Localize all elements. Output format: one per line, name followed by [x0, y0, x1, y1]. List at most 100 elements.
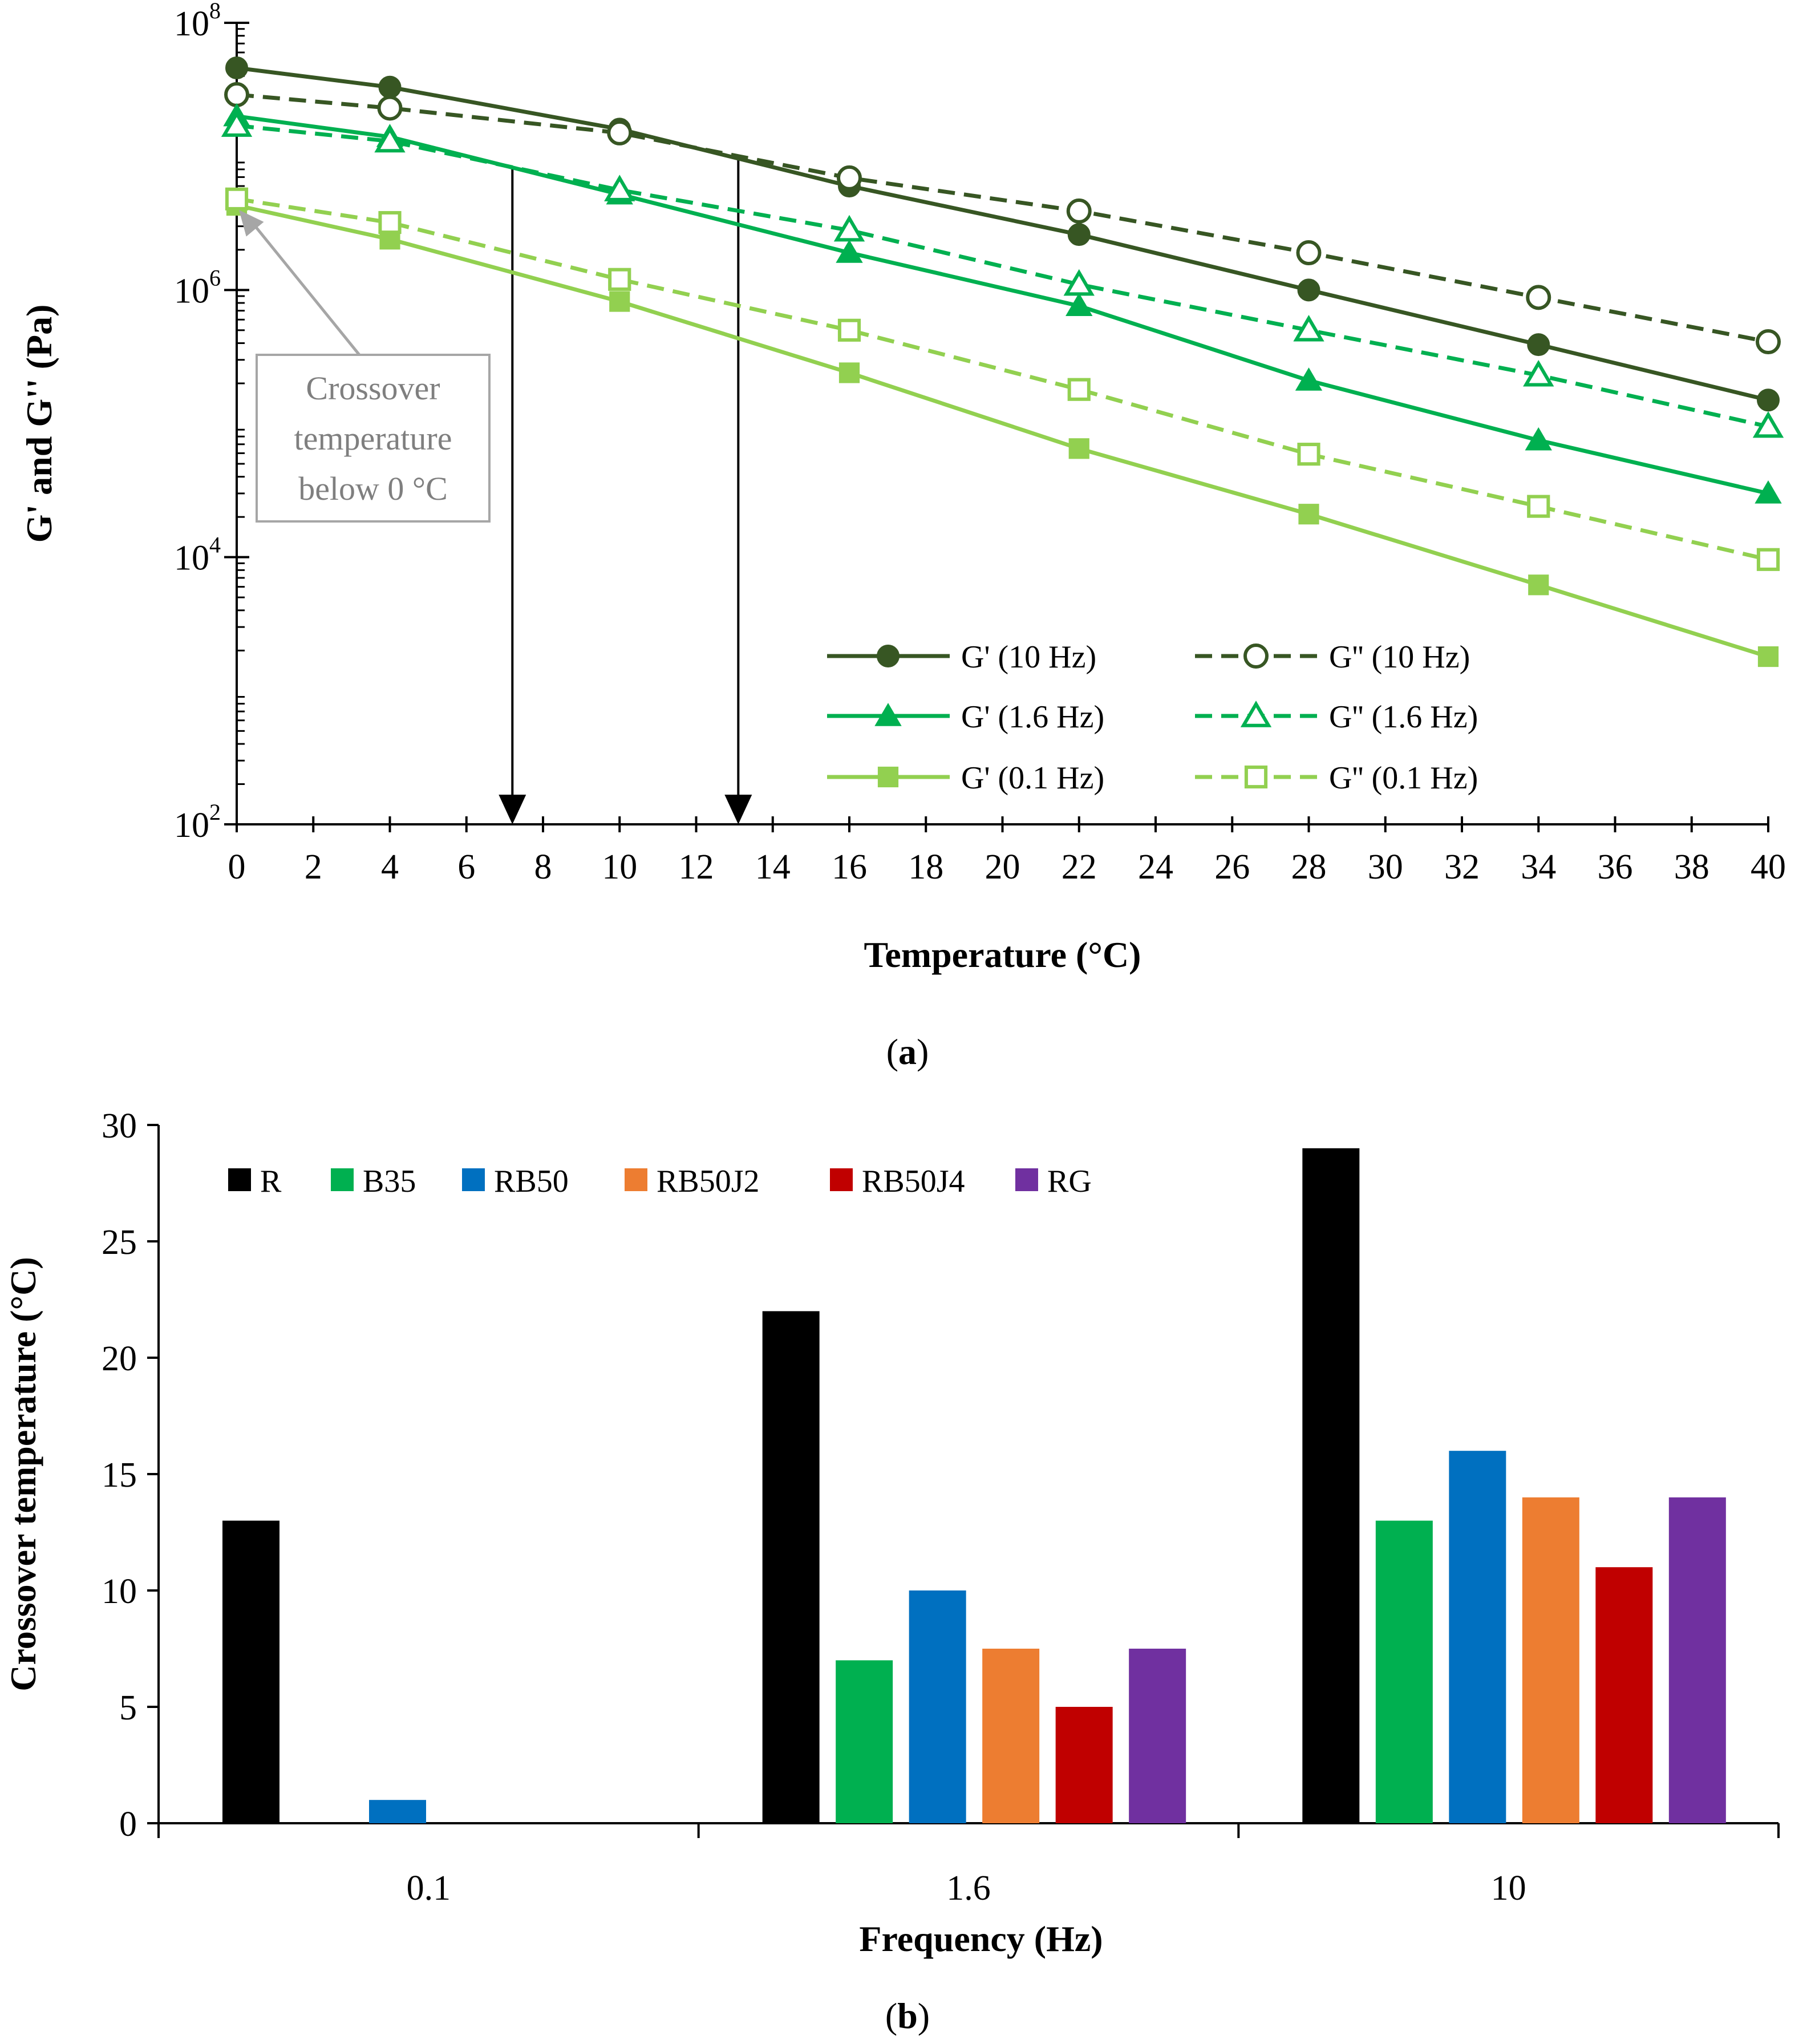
data-point [374, 126, 406, 153]
y-tick-label: 108 [174, 0, 221, 43]
legend-label: G'' (10 Hz) [1329, 639, 1470, 675]
legend-swatch [830, 1168, 853, 1191]
x-tick-label: 12 [679, 848, 714, 887]
annotation-text: below 0 °C [298, 470, 448, 507]
series-line-0 [236, 66, 1769, 402]
data-point [1293, 314, 1324, 342]
y-tick-label: 30 [102, 1107, 137, 1146]
data-point [833, 214, 865, 242]
data-point [1523, 359, 1554, 387]
bar-B35-10 [1375, 1520, 1433, 1823]
data-point [1755, 480, 1782, 504]
panel-b-bar-chart: 0 5 10 15 20 25 30 0.1 1.6 10 Frequency (Hz) Crosso… [3, 1107, 1780, 2036]
x-tick-label: 34 [1521, 848, 1556, 887]
x-tick-label: 22 [1062, 848, 1097, 887]
bar-RB50-10 [1449, 1451, 1506, 1823]
y-axis-label: G' and G'' (Pa) [19, 305, 59, 543]
series-line-3 [236, 123, 1769, 429]
bar-R-1.6 [762, 1311, 820, 1823]
y-tick-exponent: 6 [209, 265, 221, 290]
bar-R-10 [1302, 1148, 1360, 1823]
data-point [1528, 574, 1549, 596]
legend-label: G'' (1.6 Hz) [1329, 699, 1478, 735]
caption-open-paren: ( [886, 1031, 898, 1072]
crossover-arrow-head [499, 795, 526, 824]
y-tick-label: 5 [119, 1689, 137, 1727]
y-tick-label: 102 [174, 799, 221, 845]
bar-B35-1.6 [836, 1660, 893, 1823]
data-point [1065, 293, 1093, 316]
x-tick-label: 40 [1751, 848, 1786, 887]
legend-label: RG [1047, 1164, 1092, 1199]
x-tick-label: 16 [832, 848, 867, 887]
caption-letter: b [897, 1996, 918, 2036]
x-tick-label: 26 [1214, 848, 1250, 887]
data-point [1527, 333, 1550, 357]
data-point [1757, 646, 1779, 667]
x-tick-label: 1.6 [946, 1869, 991, 1908]
data-point [1295, 367, 1323, 391]
x-tick-label: 38 [1674, 848, 1709, 887]
x-tick-label: 14 [755, 848, 791, 887]
data-point [225, 56, 248, 79]
data-point [377, 95, 403, 121]
bar-RB50-0.1 [369, 1800, 426, 1823]
bar-RB50J2-10 [1522, 1497, 1579, 1823]
x-tick-label: 0.1 [407, 1869, 451, 1908]
annotation-text: temperature [294, 420, 452, 457]
data-point [838, 362, 860, 383]
annotation-arrow-shaft [254, 225, 360, 356]
data-point [378, 75, 402, 99]
panel-b-caption: (b) [885, 1996, 930, 2036]
x-tick-label: 2 [305, 848, 322, 887]
data-point [1296, 240, 1322, 266]
y-tick-base: 10 [174, 5, 209, 43]
caption-letter: a [898, 1031, 917, 1072]
legend-marker [1240, 701, 1272, 727]
data-point [221, 110, 253, 137]
series-line-4 [236, 203, 1769, 659]
caption-open-paren: ( [885, 1996, 897, 2036]
legend-marker [1244, 765, 1268, 789]
annotation-arrow-head [239, 209, 264, 237]
y-tick-exponent: 8 [209, 0, 221, 23]
series-line-2 [236, 114, 1769, 496]
x-axis-label: Frequency (Hz) [859, 1918, 1103, 1959]
x-tick-label: 20 [985, 848, 1020, 887]
crossover-arrow-head [724, 795, 752, 824]
bar-RB50J4-1.6 [1055, 1707, 1113, 1823]
data-point [1067, 223, 1091, 246]
caption-close-paren: ) [918, 1996, 930, 2036]
y-tick-label: 20 [102, 1339, 137, 1378]
data-point [378, 211, 402, 234]
data-point [1752, 411, 1784, 438]
data-point [1297, 278, 1320, 302]
panel-a-caption: (a) [886, 1031, 929, 1072]
data-point [1525, 427, 1552, 451]
data-point [1526, 285, 1551, 310]
y-tick-base: 10 [174, 539, 209, 578]
legend-label: G' (0.1 Hz) [961, 760, 1104, 796]
legend-swatch [462, 1168, 485, 1191]
y-tick-base: 10 [174, 272, 209, 310]
legend-swatch [625, 1168, 647, 1191]
x-tick-label: 10 [602, 848, 637, 887]
data-point [607, 120, 633, 145]
legend-label: RB50 [494, 1164, 569, 1199]
x-tick-label: 30 [1368, 848, 1403, 887]
data-point [604, 175, 635, 201]
legend-label: G'' (0.1 Hz) [1329, 760, 1478, 796]
data-point [1756, 548, 1780, 571]
y-tick-label: 0 [119, 1805, 137, 1844]
y-tick-label: 15 [102, 1456, 137, 1495]
annotation-box [256, 354, 491, 523]
data-point [1298, 504, 1319, 525]
legend-marker [877, 645, 900, 667]
data-point [609, 291, 630, 312]
x-tick-label: 6 [457, 848, 475, 887]
legend-swatch [228, 1168, 251, 1191]
data-point [1527, 495, 1550, 518]
x-tick-label: 28 [1291, 848, 1327, 887]
